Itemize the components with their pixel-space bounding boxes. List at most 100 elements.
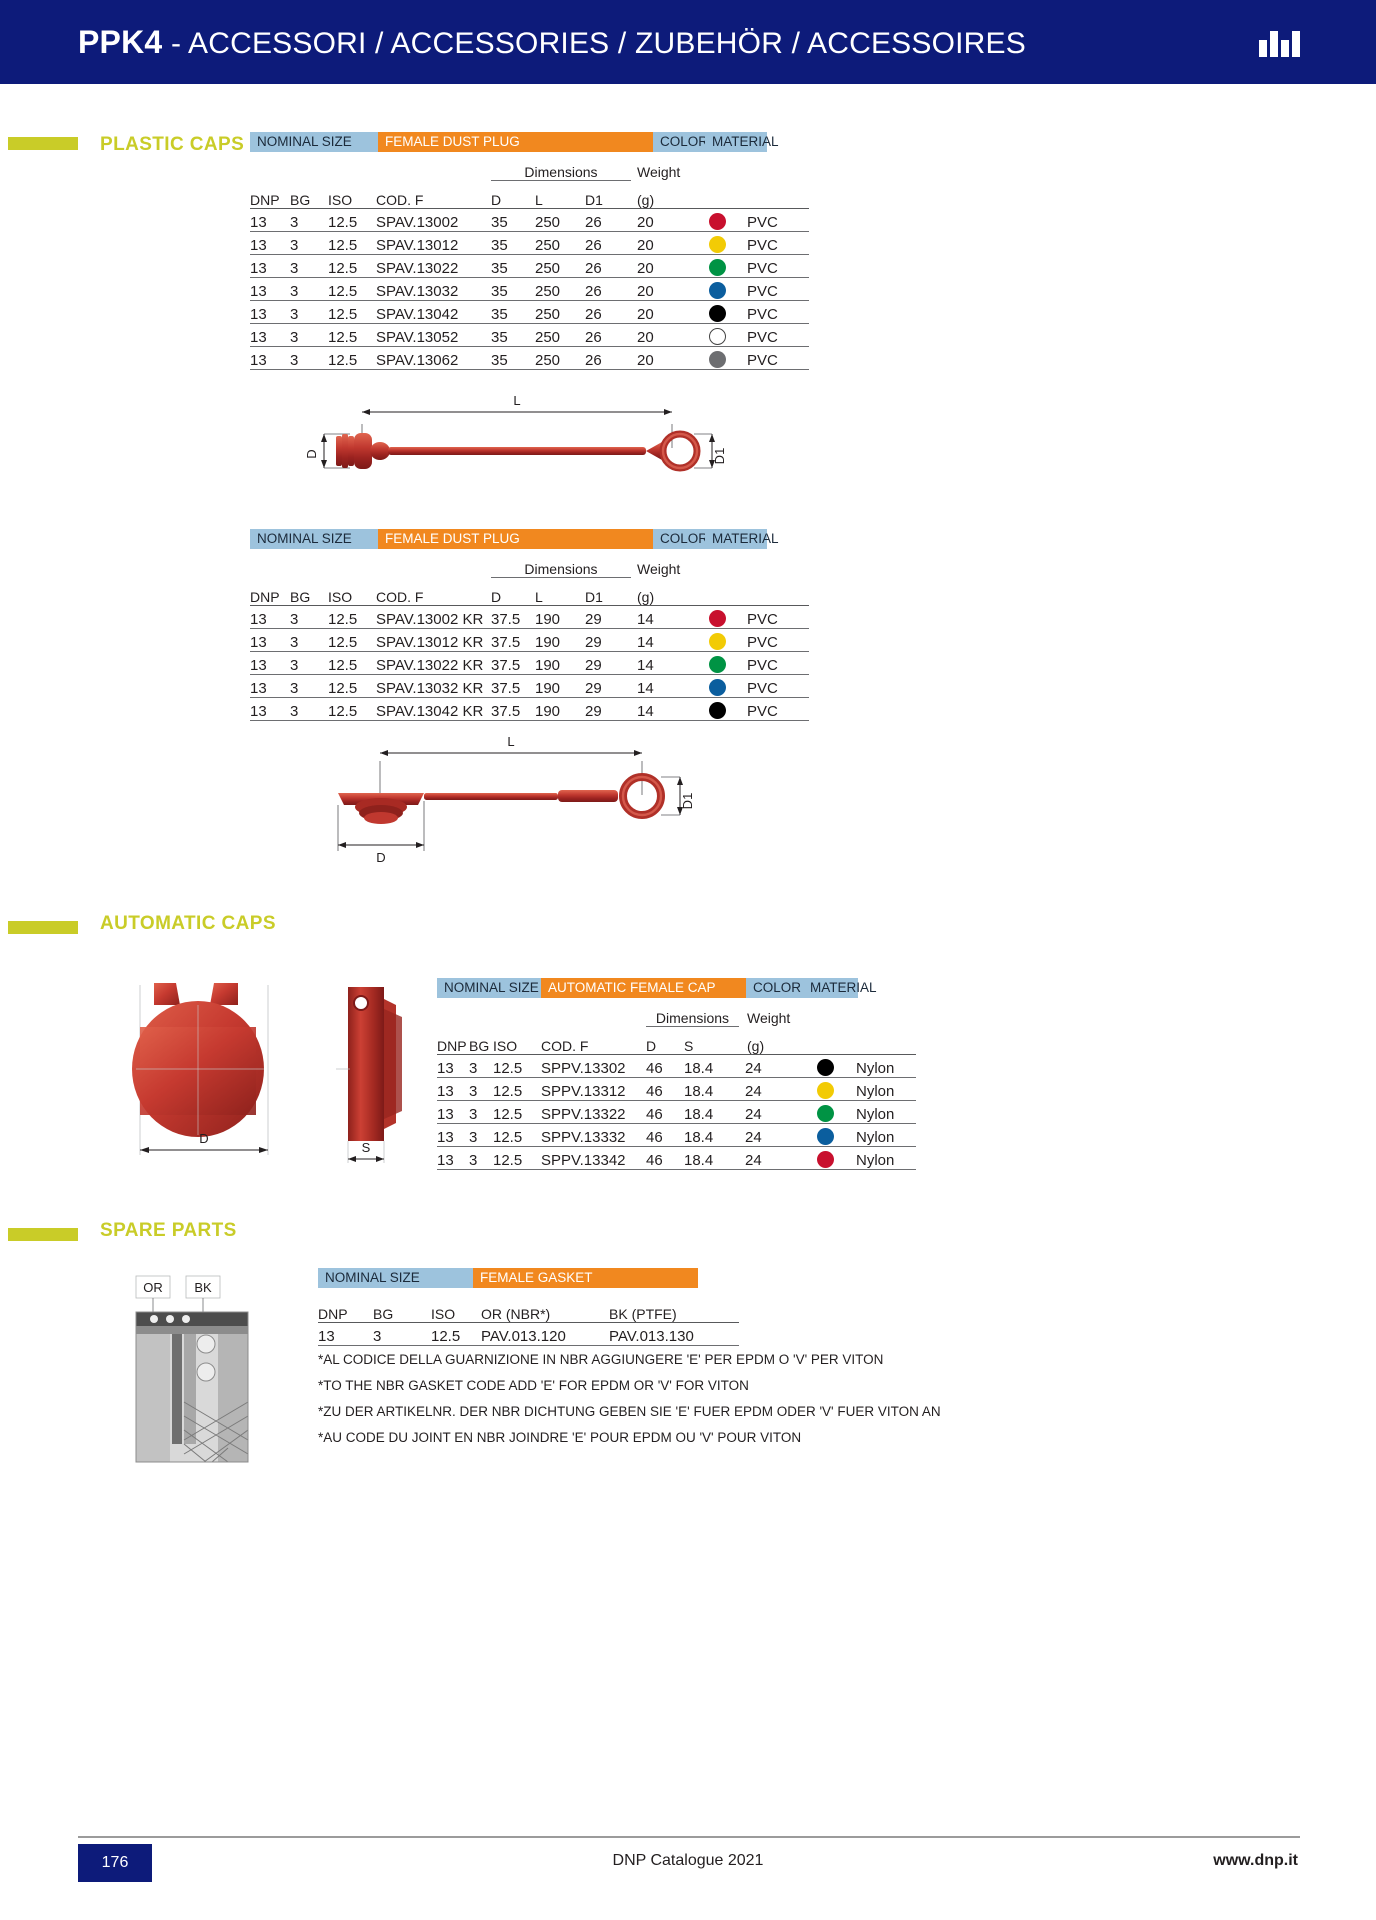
group-color: COLOR <box>746 978 803 998</box>
table-row: 13 3 12.5 PAV.013.120 PAV.013.130 <box>318 1321 739 1345</box>
section-accent-bar-spare-parts <box>8 1228 78 1241</box>
table-row: 13 3 12.5 SPAV.13022 35 250 26 20 PVC <box>250 253 809 277</box>
section-accent-bar-automatic-caps <box>8 921 78 934</box>
group-nominal-size: NOMINAL SIZE <box>250 132 378 152</box>
cell-s: 18.4 <box>684 1145 739 1169</box>
table-bottom-rule <box>250 368 809 370</box>
cell-color <box>687 207 747 231</box>
cell-cod: SPAV.13022 <box>376 253 491 277</box>
section-accent-bar-plastic-caps <box>8 137 78 150</box>
color-swatch <box>708 678 726 696</box>
cell-bg: 3 <box>290 253 328 277</box>
table-row: 13 3 12.5 SPAV.13042 35 250 26 20 PVC <box>250 299 809 323</box>
cell-bg: 3 <box>290 230 328 254</box>
col-d: D <box>646 1037 657 1054</box>
table3-data: Dimensions Weight DNP BG ISO COD. F D S … <box>437 998 916 1170</box>
page-header: PPK4 - ACCESSORI / ACCESSORIES / ZUBEHÖR… <box>0 0 1376 84</box>
cell-iso: 12.5 <box>493 1053 541 1077</box>
table-row: 13 3 12.5 SPPV.13342 46 18.4 24 Nylon <box>437 1145 916 1169</box>
cell-d: 35 <box>491 345 535 369</box>
col-iso: ISO <box>431 1305 456 1322</box>
cell-d: 35 <box>491 276 535 300</box>
cell-material: PVC <box>747 650 809 674</box>
cell-material: PVC <box>747 696 809 720</box>
cell-g: 24 <box>739 1099 794 1123</box>
cell-d1: 26 <box>585 276 631 300</box>
cell-bg: 3 <box>290 345 328 369</box>
color-swatch <box>816 1127 834 1145</box>
table-bottom-rule <box>318 1344 739 1346</box>
cell-g: 14 <box>631 627 687 651</box>
color-swatch <box>708 258 726 276</box>
cell-d: 35 <box>491 322 535 346</box>
table4-group-header-row: NOMINAL SIZE FEMALE GASKET <box>318 1268 739 1288</box>
cell-color <box>687 299 747 323</box>
cell-dnp: 13 <box>250 207 290 231</box>
product-title-text: - ACCESSORI / ACCESSORIES / ZUBEHÖR / AC… <box>162 26 1026 60</box>
cell-cod: SPAV.13032 KR <box>376 673 491 697</box>
cell-bg: 3 <box>373 1321 431 1345</box>
cell-d1: 29 <box>585 650 631 674</box>
col-bg: BG <box>469 1037 490 1054</box>
cell-iso: 12.5 <box>328 673 376 697</box>
cell-iso: 12.5 <box>328 604 376 628</box>
cell-bg: 3 <box>290 673 328 697</box>
svg-text:D1: D1 <box>680 793 695 810</box>
group-material: MATERIAL <box>705 529 779 549</box>
cell-bg: 3 <box>290 207 328 231</box>
group-nominal-size: NOMINAL SIZE <box>250 529 378 549</box>
cell-d: 37.5 <box>491 627 535 651</box>
cell-dnp: 13 <box>250 299 290 323</box>
cell-material: PVC <box>747 299 809 323</box>
cell-d1: 26 <box>585 322 631 346</box>
cell-cod: SPAV.13012 <box>376 230 491 254</box>
drawing-dust-plug-straight: L D D1 <box>304 393 727 472</box>
cell-color <box>794 1145 856 1169</box>
cell-dnp: 13 <box>437 1099 469 1123</box>
cell-material: Nylon <box>856 1053 916 1077</box>
cell-bg: 3 <box>469 1145 493 1169</box>
col-d1: D1 <box>585 191 603 208</box>
cell-g: 20 <box>631 299 687 323</box>
drawing-dust-plug-flat: L D1 D <box>337 735 695 865</box>
footnote-fr: *AU CODE DU JOINT EN NBR JOINDRE 'E' POU… <box>318 1430 802 1445</box>
cell-l: 190 <box>535 627 585 651</box>
table3-group-header-row: NOMINAL SIZE AUTOMATIC FEMALE CAP COLOR … <box>437 978 916 998</box>
col-or: OR (NBR*) <box>481 1305 551 1322</box>
col-bg: BG <box>290 191 311 208</box>
cell-color <box>687 253 747 277</box>
cell-color <box>687 345 747 369</box>
cell-iso: 12.5 <box>328 253 376 277</box>
col-dnp: DNP <box>437 1037 467 1054</box>
table-row: 13 3 12.5 SPAV.13012 35 250 26 20 PVC <box>250 230 809 254</box>
footer-catalogue-title: DNP Catalogue 2021 <box>612 1852 764 1869</box>
cell-s: 18.4 <box>684 1122 739 1146</box>
cell-d: 35 <box>491 207 535 231</box>
cell-material: PVC <box>747 604 809 628</box>
cell-cod: SPAV.13002 <box>376 207 491 231</box>
color-swatch <box>708 655 726 673</box>
table-row: 13 3 12.5 SPAV.13032 35 250 26 20 PVC <box>250 276 809 300</box>
col-dnp: DNP <box>250 191 280 208</box>
cell-dnp: 13 <box>250 345 290 369</box>
footnote-it: *AL CODICE DELLA GUARNIZIONE IN NBR AGGI… <box>318 1352 884 1367</box>
cell-iso: 12.5 <box>328 322 376 346</box>
cell-cod: SPPV.13302 <box>541 1053 646 1077</box>
cell-dnp: 13 <box>250 627 290 651</box>
superheader-weight: Weight <box>637 561 681 577</box>
table-row: 13 3 12.5 SPPV.13312 46 18.4 24 Nylon <box>437 1076 916 1100</box>
svg-text:D: D <box>199 1131 208 1146</box>
table-plastic-caps-dust-plug: NOMINAL SIZE FEMALE DUST PLUG COLOR MATE… <box>250 132 809 370</box>
table4-data: DNP BG ISO OR (NBR*) BK (PTFE) 13 3 12.5 PA… <box>318 1288 739 1346</box>
table2-group-header-row: NOMINAL SIZE FEMALE DUST PLUG COLOR MATE… <box>250 529 809 549</box>
col-l: L <box>535 191 543 208</box>
cell-l: 190 <box>535 673 585 697</box>
col-weight-unit: (g) <box>637 588 655 605</box>
cell-d1: 29 <box>585 696 631 720</box>
cell-material: PVC <box>747 276 809 300</box>
cell-bg: 3 <box>290 650 328 674</box>
cell-dnp: 13 <box>250 604 290 628</box>
section-title-spare-parts: SPARE PARTS <box>100 1220 237 1241</box>
cell-cod: SPAV.13032 <box>376 276 491 300</box>
